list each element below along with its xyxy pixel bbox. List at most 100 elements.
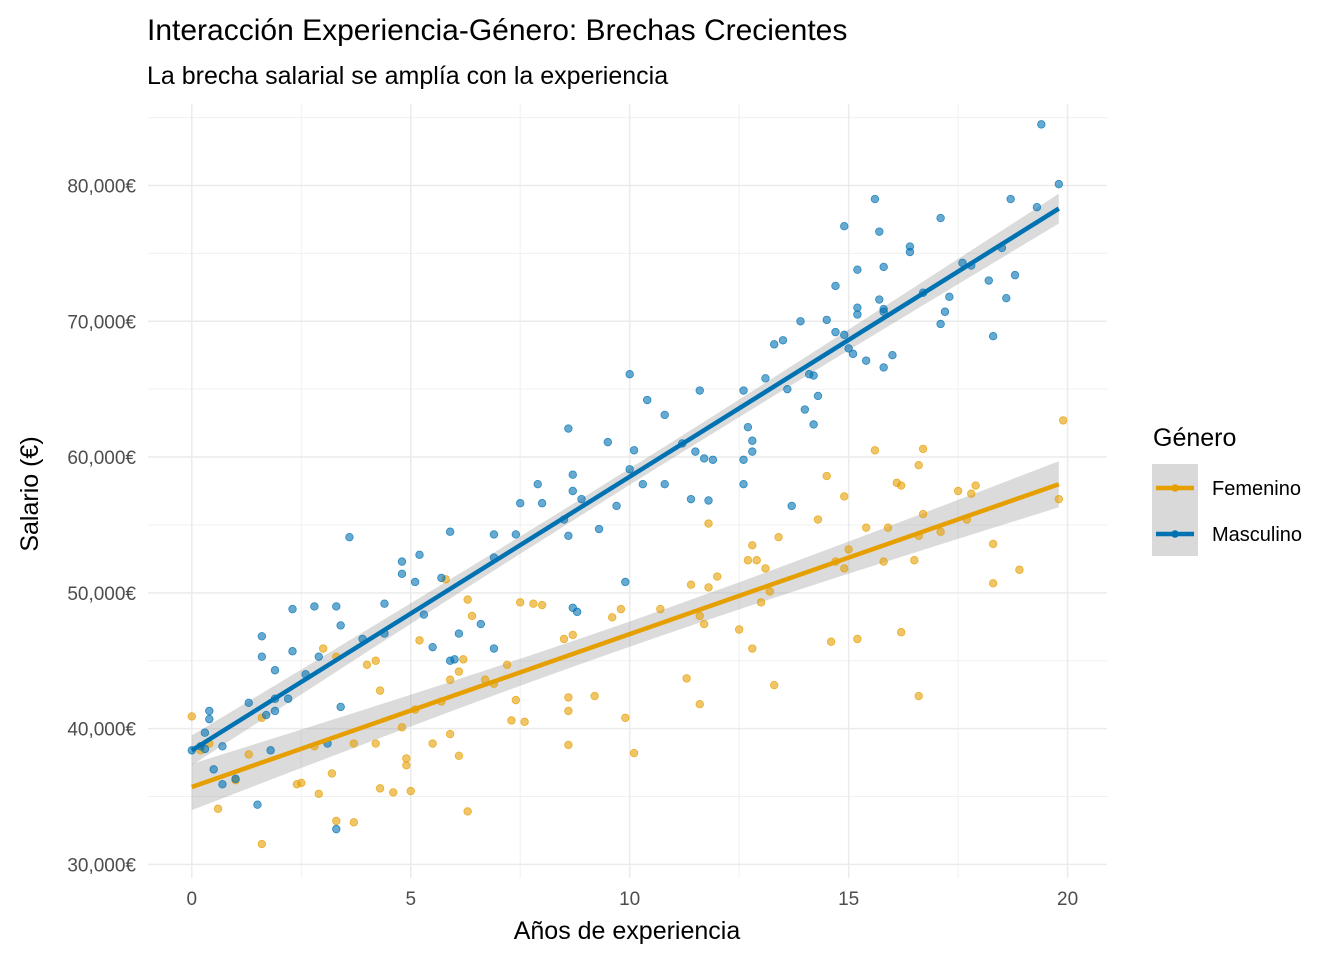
masculino-point bbox=[870, 194, 880, 204]
chart-title: Interacción Experiencia-Género: Brechas … bbox=[147, 14, 847, 47]
masculino-point bbox=[410, 577, 420, 587]
masculino-point bbox=[397, 557, 407, 566]
masculino-point bbox=[822, 315, 831, 325]
femenino-point bbox=[327, 769, 337, 778]
femenino-point bbox=[406, 786, 415, 796]
masculino-point bbox=[879, 262, 888, 272]
masculino-point bbox=[739, 455, 748, 464]
masculino-trend-line bbox=[190, 206, 1061, 753]
y-tick-label: 70,000€ bbox=[67, 312, 136, 333]
femenino-point bbox=[813, 515, 823, 524]
masculino-point bbox=[1010, 270, 1020, 280]
masculino-point bbox=[743, 422, 753, 432]
masculino-point bbox=[778, 336, 788, 345]
femenino-point bbox=[704, 519, 713, 528]
femenino-point bbox=[844, 545, 853, 554]
femenino-point bbox=[695, 611, 704, 621]
masculino-point bbox=[209, 765, 218, 774]
femenino-point bbox=[314, 789, 323, 799]
masculino-point bbox=[660, 480, 669, 489]
masculino-point bbox=[809, 420, 818, 429]
masculino-point bbox=[564, 424, 573, 433]
legend-key-femenino-dot bbox=[1171, 484, 1179, 492]
femenino-point bbox=[774, 532, 783, 542]
femenino-point bbox=[765, 587, 775, 596]
femenino-point bbox=[748, 541, 757, 550]
masculino-point bbox=[262, 710, 271, 720]
femenino-point bbox=[686, 580, 696, 589]
masculino-point bbox=[380, 599, 389, 608]
femenino-point bbox=[564, 740, 573, 750]
femenino-point bbox=[318, 644, 328, 653]
masculino-point bbox=[984, 276, 993, 285]
legend-label-femenino: Femenino bbox=[1212, 478, 1301, 500]
femenino-point bbox=[695, 699, 704, 709]
femenino-point bbox=[870, 446, 880, 455]
masculino-point bbox=[266, 746, 275, 755]
masculino-point bbox=[603, 437, 612, 447]
femenino-point bbox=[826, 637, 836, 646]
femenino-point bbox=[713, 572, 722, 581]
femenino-point bbox=[454, 667, 464, 676]
x-tick-label: 10 bbox=[619, 889, 640, 910]
femenino-point bbox=[559, 634, 569, 644]
masculino-point bbox=[594, 524, 604, 534]
masculino-point bbox=[853, 303, 862, 312]
femenino-point bbox=[896, 481, 906, 490]
masculino-point bbox=[936, 319, 945, 329]
masculino-point bbox=[454, 629, 464, 638]
masculino-point bbox=[568, 486, 577, 496]
femenino-point bbox=[529, 599, 538, 608]
y-axis-title: Salario (€) bbox=[16, 436, 44, 551]
masculino-point bbox=[809, 371, 818, 380]
masculino-point bbox=[336, 621, 345, 630]
femenino-point bbox=[332, 816, 341, 826]
masculino-point bbox=[533, 480, 542, 489]
masculino-point bbox=[572, 607, 582, 617]
femenino-point bbox=[879, 557, 888, 566]
masculino-point bbox=[945, 292, 954, 302]
femenino-point bbox=[883, 523, 893, 532]
masculino-point bbox=[625, 465, 634, 474]
masculino-point bbox=[905, 247, 915, 257]
masculino-point bbox=[244, 698, 253, 708]
x-axis-title: Años de experiencia bbox=[514, 917, 741, 945]
femenino-point bbox=[371, 656, 380, 665]
femenino-point bbox=[629, 748, 639, 758]
femenino-point bbox=[988, 579, 998, 588]
femenino-point bbox=[502, 660, 512, 670]
masculino-point bbox=[695, 386, 704, 395]
masculino-point bbox=[537, 499, 547, 508]
femenino-point bbox=[861, 523, 871, 532]
masculino-point bbox=[397, 569, 407, 579]
femenino-point bbox=[914, 691, 923, 701]
femenino-point bbox=[918, 444, 928, 454]
masculino-point bbox=[1054, 179, 1064, 189]
tick-labels: 0 5 10 15 20 30,000€ 40,000€ 50,000€ 60,000€ 70,0… bbox=[67, 176, 1078, 910]
masculino-point bbox=[415, 550, 424, 560]
masculino-point bbox=[437, 573, 446, 583]
femenino-point bbox=[213, 804, 223, 813]
femenino-point bbox=[564, 706, 573, 716]
x-tick-label: 20 bbox=[1057, 889, 1078, 910]
femenino-point bbox=[371, 739, 380, 748]
masculino-point bbox=[708, 455, 718, 464]
femenino-point bbox=[590, 691, 599, 701]
masculino-point bbox=[840, 330, 849, 340]
masculino-point bbox=[840, 222, 849, 231]
femenino-point bbox=[756, 598, 766, 607]
masculino-point bbox=[638, 480, 648, 489]
masculino-point bbox=[270, 666, 280, 675]
masculino-point bbox=[428, 642, 437, 652]
masculino-point bbox=[205, 706, 214, 716]
y-tick-label: 60,000€ bbox=[67, 448, 136, 469]
masculino-point bbox=[625, 370, 634, 379]
femenino-point bbox=[537, 600, 547, 610]
femenino-point bbox=[840, 492, 849, 501]
femenino-point bbox=[187, 712, 196, 721]
masculino-point bbox=[686, 494, 696, 504]
masculino-point bbox=[783, 384, 792, 394]
masculino-point bbox=[336, 702, 345, 712]
femenino-point bbox=[463, 595, 472, 604]
femenino-point bbox=[910, 556, 919, 565]
